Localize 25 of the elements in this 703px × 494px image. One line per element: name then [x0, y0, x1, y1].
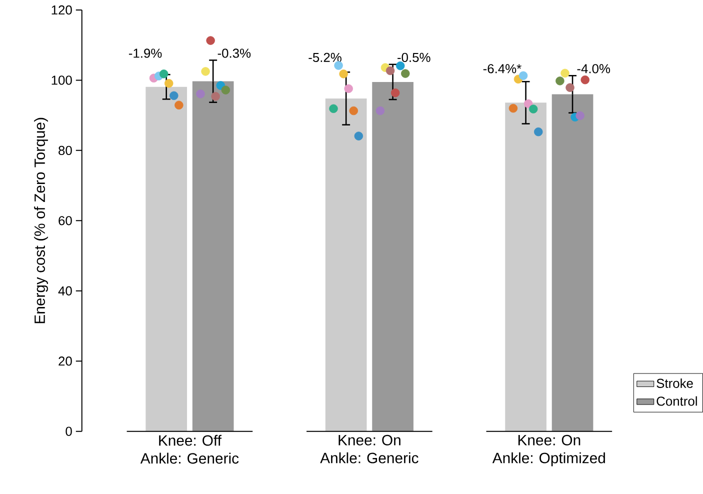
y-tick-label: 100 — [52, 76, 72, 85]
x-tick-label: Knee: On Ankle: Optimized — [492, 434, 605, 466]
annotation: -4.0% — [577, 64, 610, 74]
y-tick-label: 20 — [58, 356, 72, 366]
y-axis-title: Energy cost (% of Zero Torque) — [34, 118, 48, 323]
bar — [146, 86, 188, 432]
annotation: -5.2% — [308, 52, 342, 62]
legend-label: Control — [656, 396, 697, 406]
bar — [552, 94, 594, 432]
y-tick-label: 120 — [52, 5, 72, 14]
x-tick-label: Knee: Off Ankle: Generic — [140, 434, 239, 464]
annotation: -0.3% — [218, 48, 251, 58]
y-tick-label: 40 — [58, 286, 72, 296]
annotation: -6.4%* — [483, 64, 522, 74]
bar — [505, 102, 546, 432]
x-tick-label: Knee: On Ankle: Generic — [320, 434, 418, 464]
bar — [192, 81, 234, 432]
annotation: -1.9% — [128, 48, 162, 58]
bar — [325, 98, 367, 432]
y-tick-label: 0 — [66, 426, 72, 436]
bar — [372, 82, 414, 432]
y-tick-label: 80 — [58, 146, 72, 155]
legend-label: Stroke — [656, 378, 693, 388]
y-tick-label: 60 — [58, 216, 72, 226]
annotation: -0.5% — [398, 52, 430, 62]
